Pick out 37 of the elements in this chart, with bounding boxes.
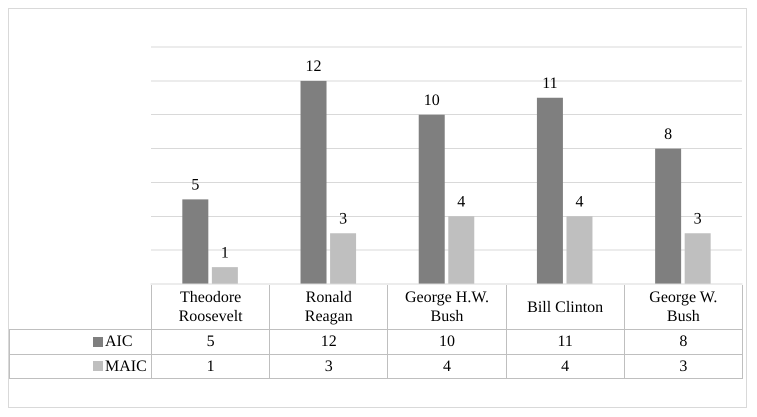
bar [330, 233, 356, 284]
annotation: 11 [542, 74, 558, 92]
data-label: 10 [388, 330, 506, 354]
data-label: 11 [506, 330, 624, 354]
annotation: 4 [457, 193, 466, 210]
data-label: 3 [624, 354, 742, 378]
bar [212, 267, 238, 284]
data-label: 5 [152, 330, 270, 354]
bar [684, 233, 711, 284]
x-tick-label: Theodore Roosevelt [152, 285, 270, 330]
annotation: 4 [575, 193, 584, 210]
bar [300, 80, 327, 284]
annotation: 3 [339, 210, 348, 228]
annotation: 10 [424, 92, 440, 109]
bar [182, 199, 208, 284]
annotation: 8 [664, 126, 672, 143]
bar [655, 148, 682, 284]
legend-label: AIC [105, 332, 133, 351]
bar [536, 98, 563, 284]
x-tick-label: Bill Clinton [506, 285, 624, 330]
bar [448, 216, 474, 284]
bar [566, 216, 592, 284]
annotation: 12 [306, 58, 322, 76]
bar [418, 114, 445, 284]
data-label: 1 [152, 354, 270, 378]
x-tick-label: George W. Bush [624, 285, 742, 330]
data-label: 4 [506, 354, 624, 378]
x-tick-label: Ronald Reagan [270, 285, 388, 330]
x-tick-label: George H.W. Bush [388, 285, 506, 330]
data-label: 12 [270, 330, 388, 354]
legend-label: MAIC [105, 356, 147, 376]
data-label: 3 [270, 354, 388, 378]
data-label: 8 [624, 330, 742, 354]
data-label: 4 [388, 354, 506, 378]
annotation: 5 [191, 176, 200, 194]
annotation: 3 [694, 210, 702, 228]
annotation: 1 [220, 244, 229, 262]
